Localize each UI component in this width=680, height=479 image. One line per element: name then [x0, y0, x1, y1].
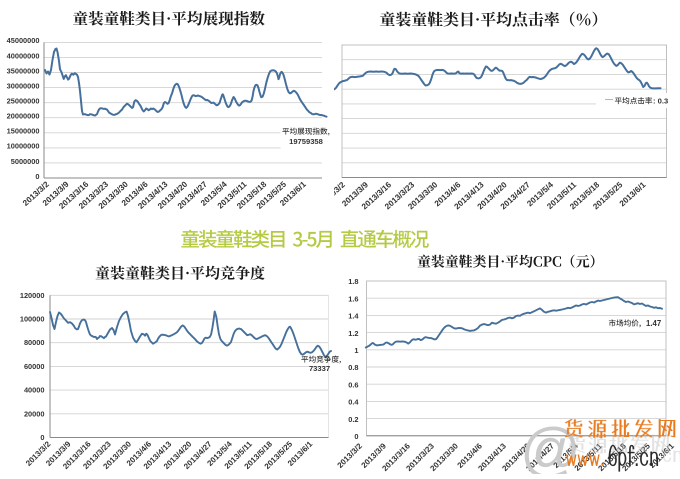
- svg-text:40000: 40000: [24, 386, 45, 395]
- svg-text:20000: 20000: [24, 409, 45, 418]
- svg-text:: 0.3: : 0.3: [653, 97, 668, 106]
- svg-text:1.4: 1.4: [348, 312, 359, 321]
- svg-text:60000: 60000: [24, 362, 45, 371]
- svg-text:15000000: 15000000: [7, 127, 40, 136]
- svg-text:1.8: 1.8: [348, 277, 358, 286]
- svg-text:25000000: 25000000: [7, 96, 40, 105]
- svg-text:40000000: 40000000: [7, 51, 40, 60]
- svg-text:35000000: 35000000: [7, 66, 40, 75]
- svg-text:1.47: 1.47: [646, 319, 661, 328]
- svg-text:45000000: 45000000: [7, 36, 40, 45]
- svg-text:20000000: 20000000: [7, 112, 40, 121]
- svg-text:2013/3/2: 2013/3/2: [336, 441, 365, 470]
- svg-text:0.6: 0.6: [348, 380, 358, 389]
- svg-text:73337: 73337: [309, 364, 330, 373]
- svg-text:19759358: 19759358: [289, 137, 323, 146]
- svg-text:120000: 120000: [20, 291, 45, 300]
- svg-text:80000: 80000: [24, 338, 45, 347]
- svg-text:0.2: 0.2: [348, 415, 358, 424]
- svg-text:2013/6/1: 2013/6/1: [618, 180, 648, 208]
- svg-text:0.8: 0.8: [348, 363, 358, 372]
- svg-text:1.2: 1.2: [348, 329, 358, 338]
- svg-text:0: 0: [354, 432, 358, 441]
- svg-text:5000000: 5000000: [11, 157, 40, 166]
- svg-text:0: 0: [35, 172, 39, 181]
- svg-text:100000: 100000: [20, 315, 45, 324]
- svg-text:10000000: 10000000: [7, 142, 40, 151]
- svg-text:1: 1: [354, 346, 358, 355]
- svg-text:0: 0: [40, 433, 44, 442]
- svg-text:@: @: [520, 416, 581, 474]
- svg-text:0.4: 0.4: [348, 398, 359, 407]
- svg-text:30000000: 30000000: [7, 81, 40, 90]
- svg-text:1.6: 1.6: [348, 294, 358, 303]
